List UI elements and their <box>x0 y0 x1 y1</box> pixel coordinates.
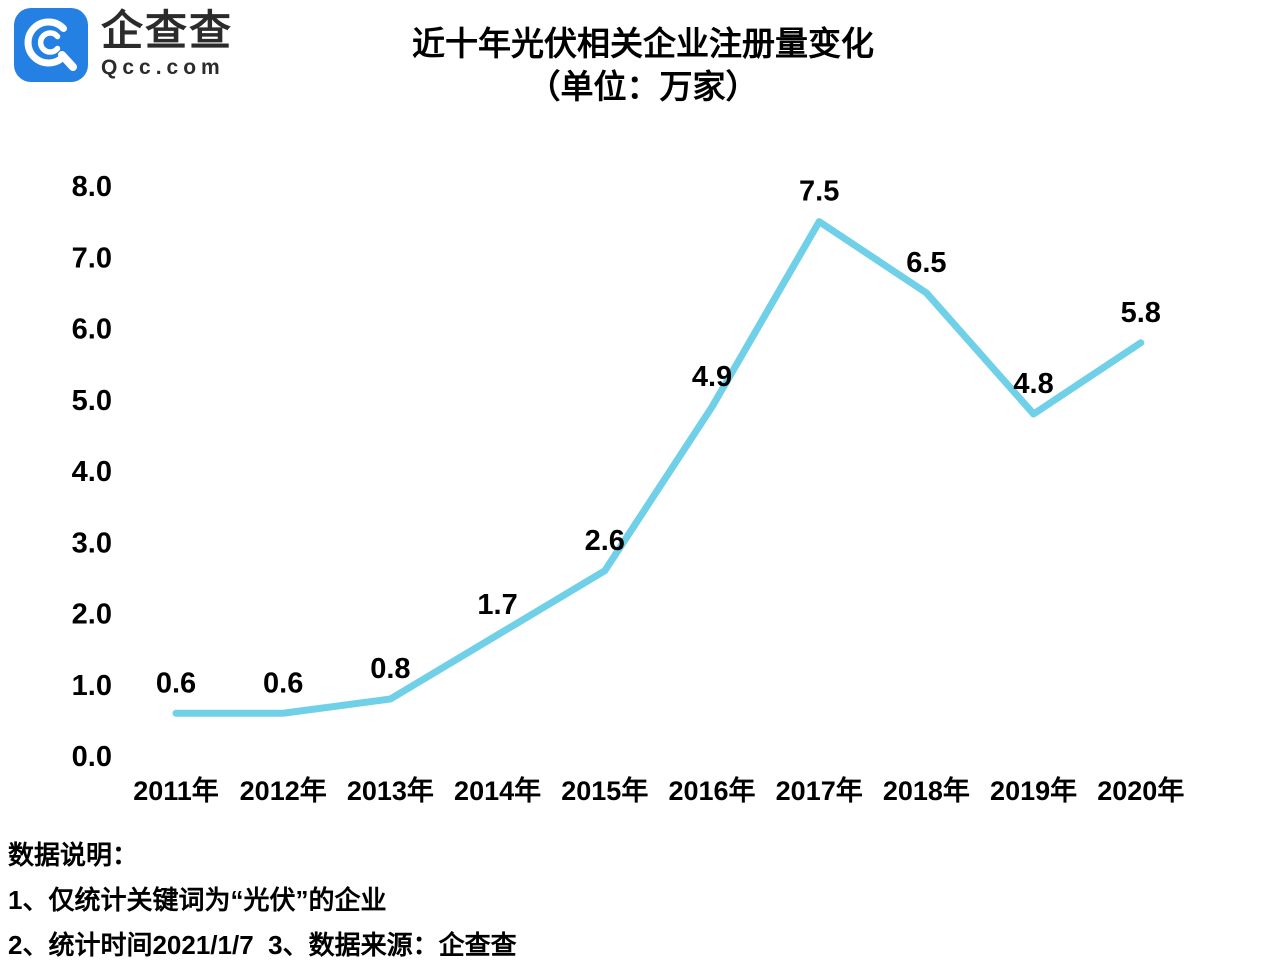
notes-heading: 数据说明： <box>8 840 139 870</box>
x-axis-tick-label: 2013年 <box>347 775 434 806</box>
data-point-label: 2.6 <box>585 525 625 557</box>
brand-name: 企查查 <box>101 7 234 54</box>
x-axis-tick-label: 2018年 <box>883 775 970 806</box>
chart-subtitle: （单位：万家） <box>527 68 759 105</box>
data-point-label: 4.9 <box>692 361 732 393</box>
title-block: 近十年光伏相关企业注册量变化 （单位：万家） <box>20 22 1266 108</box>
data-point-label: 0.6 <box>263 667 303 699</box>
x-axis-tick-label: 2014年 <box>454 775 541 806</box>
x-axis-tick-label: 2019年 <box>990 775 1077 806</box>
y-axis-tick-label: 0.0 <box>72 741 112 773</box>
x-axis-tick-label: 2015年 <box>561 775 648 806</box>
data-point-label: 7.5 <box>799 176 839 208</box>
brand-text: 企查查 Qcc.com <box>101 8 233 80</box>
data-point-label: 4.8 <box>1013 368 1053 400</box>
y-axis-tick-label: 7.0 <box>72 242 112 274</box>
data-point-label: 1.7 <box>477 589 517 621</box>
x-axis-tick-label: 2017年 <box>776 775 863 806</box>
brand-domain: Qcc.com <box>101 56 225 79</box>
data-point-label: 0.8 <box>370 653 410 685</box>
x-axis-tick-label: 2020年 <box>1097 775 1184 806</box>
data-point-label: 0.6 <box>156 667 196 699</box>
qcc-magnifier-icon <box>14 8 88 82</box>
data-point-label: 5.8 <box>1121 297 1161 329</box>
y-axis-tick-label: 2.0 <box>72 599 112 631</box>
data-line <box>172 218 1145 717</box>
y-axis-tick-label: 8.0 <box>72 171 112 203</box>
y-axis-tick-label: 6.0 <box>72 314 112 346</box>
x-axis-tick-label: 2012年 <box>240 775 327 806</box>
y-axis-tick-label: 3.0 <box>72 527 112 559</box>
data-notes: 数据说明： 1、仅统计关键词为“光伏”的企业 2、统计时间2021/1/7 3、… <box>8 833 517 968</box>
data-point-label: 6.5 <box>906 247 946 279</box>
note-line-2: 2、统计时间2021/1/7 3、数据来源：企查查 <box>8 930 517 960</box>
y-axis-tick-label: 5.0 <box>72 385 112 417</box>
x-axis-tick-label: 2011年 <box>133 775 219 806</box>
x-axis-tick-label: 2016年 <box>668 775 755 806</box>
y-axis-tick-label: 4.0 <box>72 456 112 488</box>
chart-title: 近十年光伏相关企业注册量变化 <box>412 25 874 62</box>
qcc-logo: 企查查 Qcc.com <box>14 8 233 82</box>
y-axis-tick-label: 1.0 <box>72 670 112 702</box>
note-line-1: 1、仅统计关键词为“光伏”的企业 <box>8 885 387 915</box>
